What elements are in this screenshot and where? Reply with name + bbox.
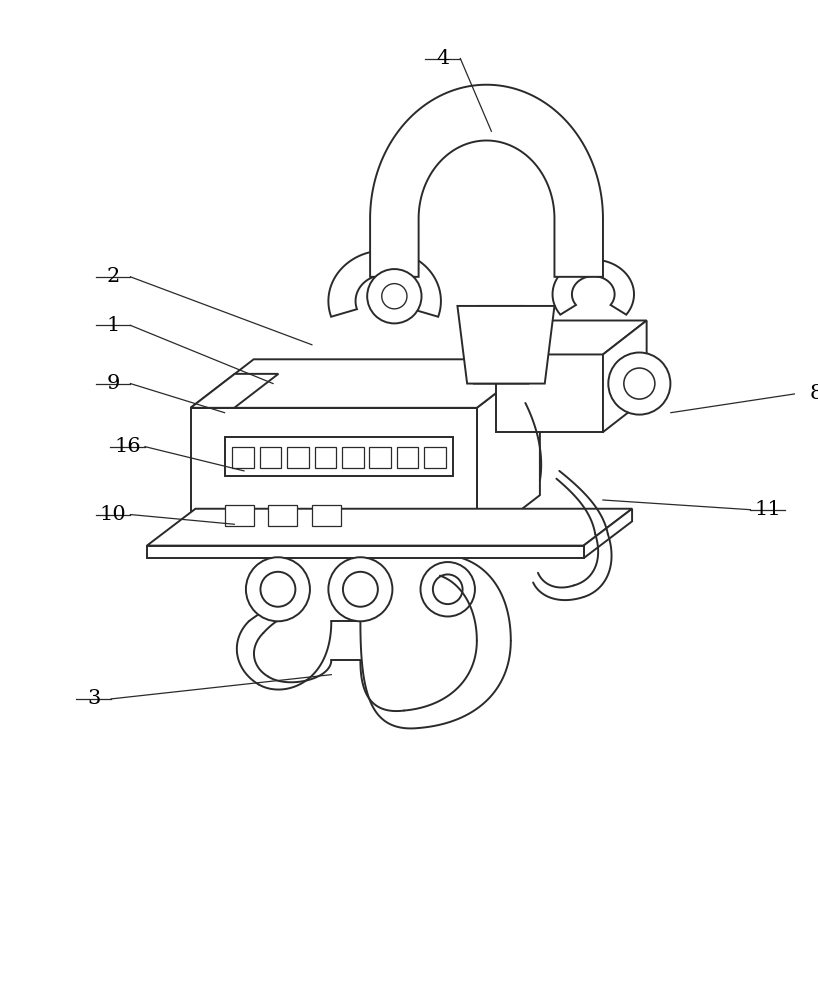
Polygon shape — [315, 447, 336, 468]
Polygon shape — [225, 437, 452, 476]
Text: 2: 2 — [106, 267, 119, 286]
Text: 11: 11 — [754, 500, 781, 519]
Polygon shape — [260, 447, 281, 468]
Polygon shape — [603, 320, 647, 432]
Polygon shape — [191, 408, 477, 544]
Polygon shape — [497, 354, 603, 432]
Polygon shape — [457, 306, 555, 384]
Polygon shape — [287, 447, 308, 468]
Circle shape — [624, 368, 655, 399]
Text: 3: 3 — [87, 689, 101, 708]
Circle shape — [367, 269, 421, 323]
Circle shape — [433, 574, 462, 604]
Polygon shape — [552, 260, 634, 315]
Polygon shape — [474, 306, 528, 384]
Polygon shape — [425, 447, 446, 468]
Polygon shape — [225, 505, 254, 526]
Polygon shape — [191, 374, 278, 408]
Polygon shape — [397, 447, 418, 468]
Text: 8: 8 — [810, 384, 818, 403]
Circle shape — [246, 557, 310, 621]
Text: 1: 1 — [106, 316, 119, 335]
Polygon shape — [268, 505, 297, 526]
Text: 16: 16 — [115, 437, 141, 456]
Polygon shape — [147, 546, 583, 558]
Polygon shape — [147, 509, 632, 546]
Polygon shape — [370, 85, 603, 277]
Text: 9: 9 — [106, 374, 119, 393]
Text: 10: 10 — [100, 505, 126, 524]
Polygon shape — [312, 505, 341, 526]
Polygon shape — [497, 320, 647, 354]
Polygon shape — [477, 359, 540, 544]
Polygon shape — [583, 509, 632, 558]
Circle shape — [260, 572, 295, 607]
Circle shape — [420, 562, 475, 616]
Circle shape — [609, 353, 671, 415]
Polygon shape — [370, 447, 391, 468]
Circle shape — [328, 557, 393, 621]
Polygon shape — [342, 447, 363, 468]
Polygon shape — [191, 359, 540, 408]
Circle shape — [382, 284, 407, 309]
Polygon shape — [232, 447, 254, 468]
Circle shape — [343, 572, 378, 607]
Text: 4: 4 — [436, 49, 450, 68]
Polygon shape — [328, 250, 441, 317]
